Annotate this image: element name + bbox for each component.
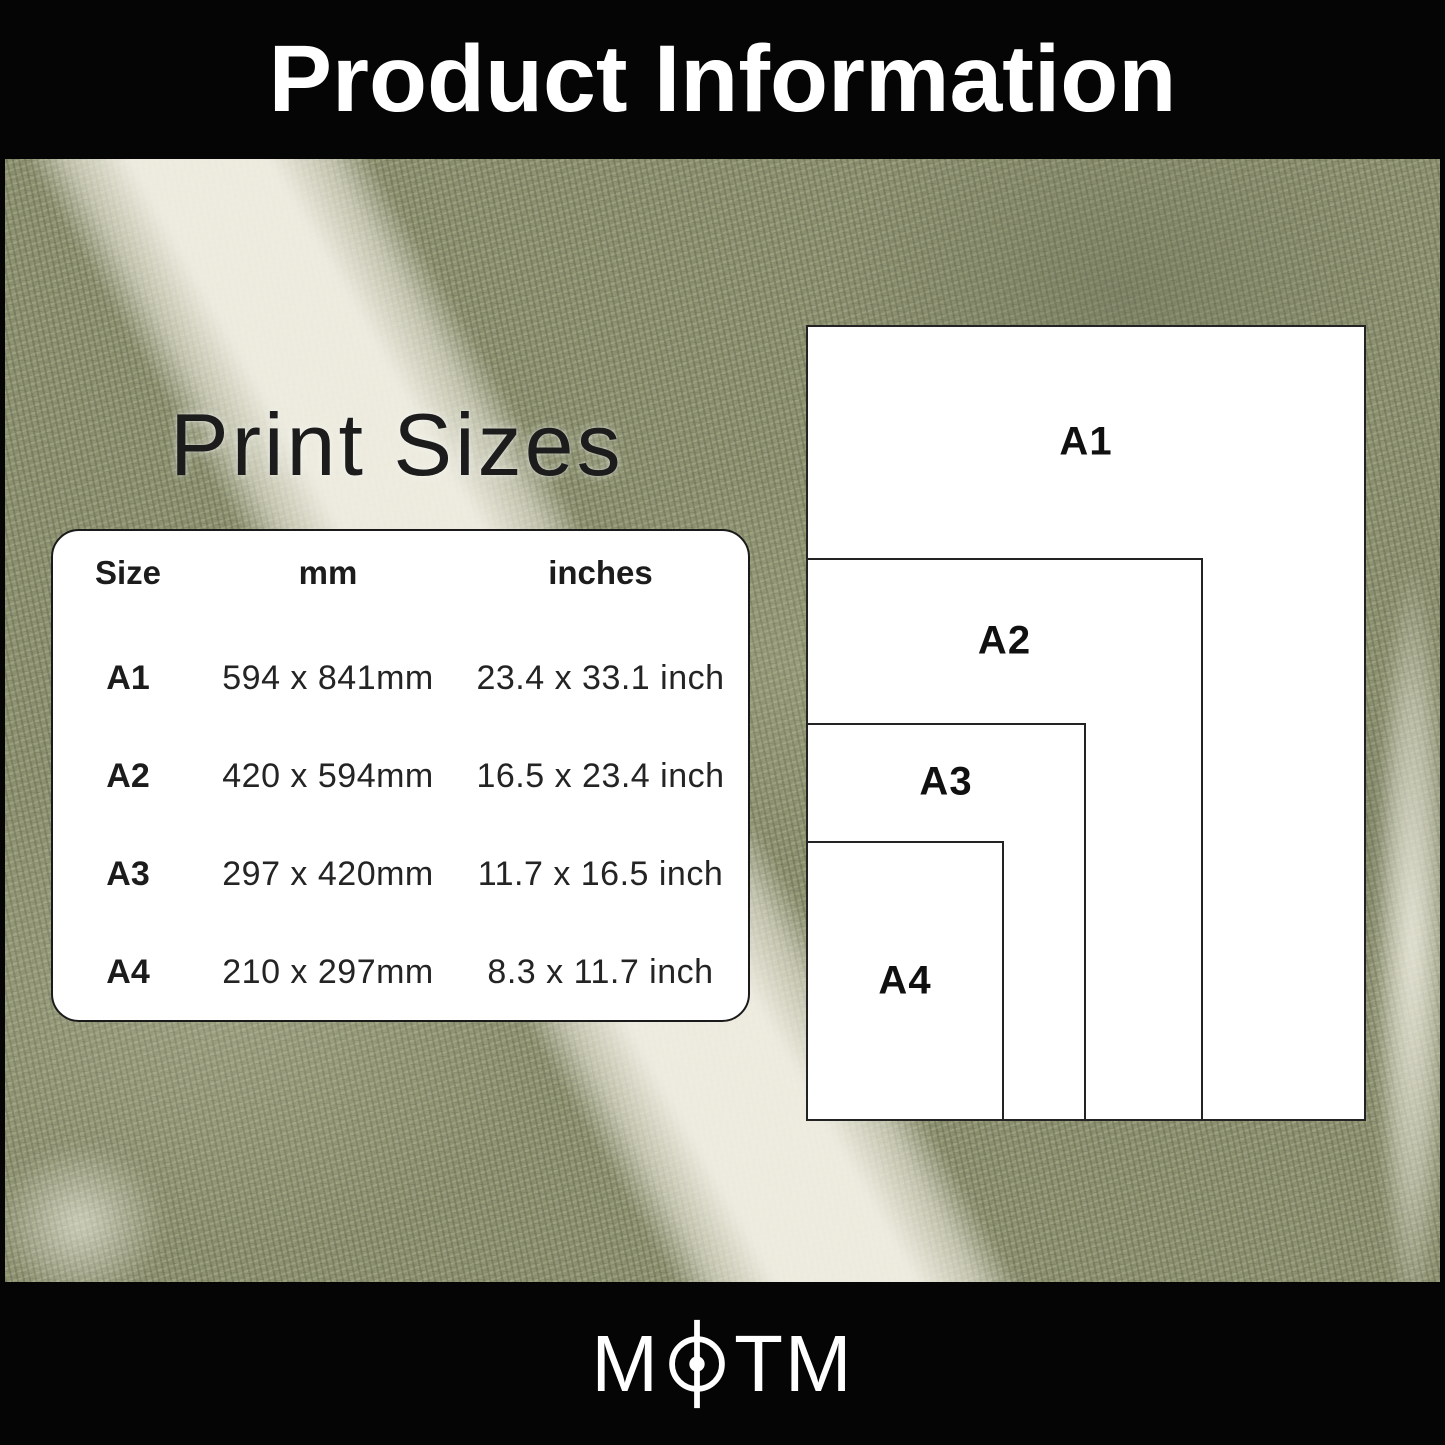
paper-size-rect-a4 bbox=[806, 841, 1004, 1121]
size-table-card: Size mm inches A1 594 x 841mm 23.4 x 33.1 … bbox=[51, 529, 750, 1022]
table-header-size: Size bbox=[94, 554, 162, 591]
paper-size-label-a4: A4 bbox=[878, 958, 932, 1003]
table-cell-mm: 210 x 297mm bbox=[222, 952, 434, 991]
table-row: A3 297 x 420mm 11.7 x 16.5 inch bbox=[53, 825, 748, 923]
table-cell-inches: 16.5 x 23.4 inch bbox=[476, 756, 725, 795]
paper-size-label-a3: A3 bbox=[919, 759, 973, 804]
table-cell-inches: 11.7 x 16.5 inch bbox=[477, 854, 724, 893]
motm-logo: M TM bbox=[591, 1318, 853, 1410]
table-cell-size: A2 bbox=[106, 756, 150, 795]
table-cell-size: A3 bbox=[106, 854, 150, 893]
logo-text-right: TM bbox=[734, 1318, 854, 1408]
print-sizes-heading: Print Sizes bbox=[170, 395, 624, 494]
footer-bar: M TM bbox=[0, 1282, 1445, 1445]
logo-text-left: M bbox=[591, 1318, 661, 1408]
table-cell-mm: 594 x 841mm bbox=[222, 658, 434, 697]
header-bar: Product Information bbox=[0, 0, 1445, 159]
table-cell-size: A1 bbox=[106, 658, 150, 697]
table-header-mm: mm bbox=[298, 554, 358, 591]
table-row: A4 210 x 297mm 8.3 x 11.7 inch bbox=[53, 923, 748, 1021]
paper-size-label-a2: A2 bbox=[977, 618, 1032, 662]
size-table-header-row: Size mm inches bbox=[53, 531, 748, 615]
center-spot-icon bbox=[666, 1318, 728, 1410]
table-cell-mm: 297 x 420mm bbox=[222, 854, 434, 893]
paper-size-label-a1: A1 bbox=[1059, 419, 1113, 463]
table-cell-inches: 8.3 x 11.7 inch bbox=[487, 952, 714, 991]
table-row: A2 420 x 594mm 16.5 x 23.4 inch bbox=[53, 727, 748, 825]
page-title: Product Information bbox=[268, 26, 1177, 132]
pitch-line-corner-patch bbox=[5, 1144, 165, 1282]
table-cell-inches: 23.4 x 33.1 inch bbox=[476, 658, 725, 697]
table-row: A1 594 x 841mm 23.4 x 33.1 inch bbox=[53, 629, 748, 727]
pitch-line-right-patch bbox=[1374, 560, 1440, 1282]
table-header-inches: inches bbox=[548, 554, 653, 591]
table-cell-mm: 420 x 594mm bbox=[222, 756, 434, 795]
table-cell-size: A4 bbox=[106, 952, 150, 991]
size-table-rows: A1 594 x 841mm 23.4 x 33.1 inch A2 420 x 594… bbox=[53, 629, 748, 1021]
